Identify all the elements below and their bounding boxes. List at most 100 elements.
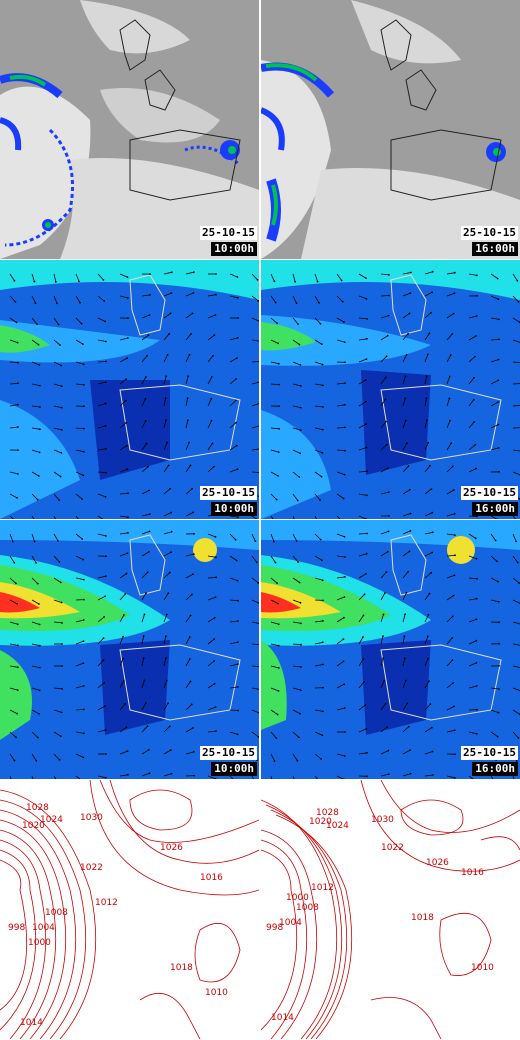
wind-arrow (270, 449, 279, 453)
wind-arrow-head (451, 637, 454, 639)
wind-arrow (468, 533, 476, 539)
wind-arrow (229, 663, 238, 667)
wind-arrow-head (498, 642, 500, 645)
wind-arrow (119, 703, 126, 711)
satellite-map-1600 (261, 0, 520, 259)
wind-arrow-head (147, 748, 150, 751)
wind-arrow-head (475, 662, 478, 664)
wind-arrow (358, 573, 367, 579)
wind-arrow (292, 577, 300, 583)
wind-arrow-head (409, 530, 412, 532)
wind-arrow-head (143, 679, 146, 682)
wind-arrow (163, 572, 171, 579)
wind-arrow (402, 489, 411, 495)
wind-arrow (119, 378, 127, 385)
isobar-label: 1010 (205, 988, 228, 998)
wind-arrow (9, 753, 15, 761)
wind-arrow-head (343, 755, 346, 757)
wind-arrow-head (343, 707, 346, 709)
wind-arrow (229, 515, 238, 518)
wind-arrow (314, 753, 322, 760)
wind-arrow-head (104, 705, 106, 707)
wind-arrow-head (170, 511, 173, 514)
wind-arrow (185, 488, 193, 495)
wind-arrow-head (169, 312, 172, 315)
wind-arrow (163, 465, 169, 473)
wind-arrow (141, 592, 147, 601)
wind-arrow (97, 403, 106, 407)
isobar-label: 1016 (200, 873, 223, 883)
wind-arrow (270, 753, 275, 762)
wind-arrow (141, 702, 147, 711)
wind-arrow (9, 295, 16, 303)
wind-arrow-head (213, 638, 216, 640)
wind-arrow (380, 680, 385, 689)
wind-arrow (512, 471, 520, 476)
wind-arrow-head (344, 403, 346, 406)
wind-arrow-head (496, 735, 499, 738)
wind-arrow-head (430, 726, 433, 729)
wind-arrow-head (364, 400, 367, 403)
wind-arrow (9, 643, 18, 646)
wind-arrow (512, 621, 520, 625)
wind-arrow-head (451, 333, 454, 335)
isobar-label: 1000 (286, 893, 309, 903)
wind-arrow-head (236, 641, 239, 643)
wind-arrow (185, 636, 191, 645)
wind-arrow (119, 422, 127, 429)
wind-arrow-head (165, 679, 168, 682)
wind-arrow-head (516, 279, 519, 282)
wind-arrow-head (343, 341, 346, 343)
wind-arrow (314, 731, 323, 736)
wind-arrow-head (319, 322, 322, 325)
wind-arrow-head (145, 442, 148, 445)
wind-arrow-head (235, 559, 238, 562)
wind-arrow-head (149, 273, 151, 275)
wind-arrow-head (102, 659, 105, 662)
wind-arrow (424, 398, 427, 407)
wind-arrow-head (472, 398, 475, 401)
wind-arrow-head (187, 419, 189, 422)
wind-arrow (251, 515, 258, 519)
wind-arrow (75, 273, 80, 282)
wind-arrow (358, 493, 367, 496)
wind-arrow (446, 533, 455, 536)
wind-arrow (119, 468, 128, 473)
wind-arrow-head (387, 467, 389, 469)
wind-arrow (468, 731, 477, 735)
wind-arrow-head (35, 759, 38, 762)
wind-arrow-head (497, 580, 499, 583)
wind-arrow-head (60, 711, 63, 714)
wind-arrow (292, 339, 300, 345)
wind-arrow-head (387, 773, 390, 775)
wind-arrow (251, 339, 259, 342)
wind-arrow (31, 317, 38, 325)
wind-arrow (358, 681, 365, 689)
wind-arrow-head (451, 465, 454, 468)
wind-arrow-head (236, 468, 239, 471)
wind-arrow-head (188, 353, 191, 356)
wind-arrow-head (496, 277, 499, 280)
isobar-label: 1000 (28, 938, 51, 948)
wind-arrow-head (258, 320, 259, 323)
wind-arrow-head (190, 703, 193, 706)
wind-arrow-head (430, 571, 432, 574)
wind-arrow-head (57, 540, 59, 542)
time-label: 16:00h (472, 502, 518, 516)
wind-arrow-head (385, 420, 387, 423)
wind-arrow (119, 337, 128, 341)
wind-arrow (336, 382, 346, 385)
wind-arrow-head (426, 419, 428, 422)
wind-arrow (468, 444, 476, 451)
wind-arrow (380, 726, 388, 733)
wind-arrow (9, 493, 18, 499)
wind-arrow-head (277, 475, 279, 477)
wind-arrow (163, 292, 172, 297)
wind-arrow-head (428, 680, 430, 682)
wind-arrow-head (127, 773, 129, 776)
wind-arrow-head (234, 399, 237, 402)
wind-arrow (251, 533, 256, 542)
wind-arrow-head (387, 491, 390, 493)
wind-arrow (251, 687, 259, 690)
